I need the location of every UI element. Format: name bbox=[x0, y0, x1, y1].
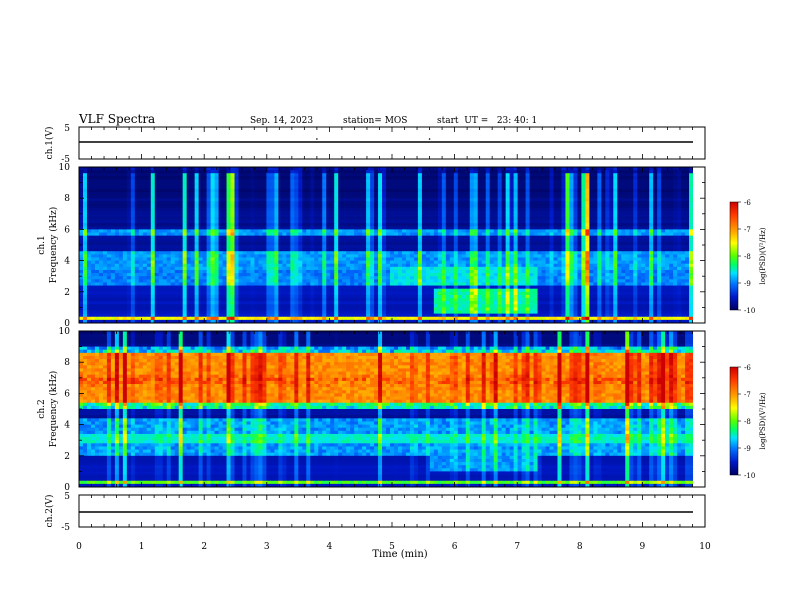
ch2-colorbar-label: log(PSD)(V²/Hz) bbox=[759, 392, 767, 449]
ch1-colorbar-label: log(PSD)(V²/Hz) bbox=[759, 227, 767, 284]
x-tick-label: 8 bbox=[577, 542, 583, 552]
x-tick-label: 1 bbox=[139, 542, 145, 552]
header-station: station= MOS bbox=[343, 116, 407, 126]
ch1-spectrogram bbox=[79, 167, 706, 324]
freq-tick-label: 6 bbox=[64, 389, 70, 399]
freq-tick-label: 4 bbox=[64, 257, 70, 267]
ch2-spec-ylabel-ch: ch.2 bbox=[37, 399, 47, 418]
colorbar-tick-label: -8 bbox=[744, 253, 751, 261]
x-tick-label: 6 bbox=[452, 542, 458, 552]
freq-tick-label: 6 bbox=[64, 225, 70, 235]
ch2-wave-ylabel: ch.2(V) bbox=[44, 495, 55, 528]
ch1-spec-ylabel-ch: ch.1 bbox=[37, 235, 47, 254]
colorbar-tick-label: -9 bbox=[744, 280, 751, 288]
ch2-wave-ytick-bottom: -5 bbox=[61, 523, 70, 533]
freq-tick-label: 10 bbox=[59, 163, 71, 173]
header-start-time: start UT = 23: 40: 1 bbox=[437, 116, 537, 126]
colorbar-tick-label: -8 bbox=[744, 418, 751, 426]
x-tick-label: 0 bbox=[76, 542, 82, 552]
colorbar-tick-label: -9 bbox=[744, 445, 751, 453]
freq-tick-label: 8 bbox=[64, 194, 70, 204]
x-tick-label: 3 bbox=[264, 542, 270, 552]
x-tick-label: 2 bbox=[201, 542, 207, 552]
freq-tick-label: 8 bbox=[64, 358, 70, 368]
freq-tick-label: 10 bbox=[59, 327, 71, 337]
ch2-waveform-panel: 5 -5 ch.2(V) bbox=[44, 492, 705, 533]
waveform-mark bbox=[429, 138, 431, 140]
ch1-waveform-panel: 5 -5 ch.1(V) bbox=[44, 124, 705, 165]
waveform-mark bbox=[316, 138, 318, 140]
ch1-colorbar: -6 -7 -8 -9 -10 log(PSD)(V²/Hz) bbox=[730, 199, 767, 315]
colorbar-tick-label: -6 bbox=[744, 364, 751, 372]
colorbar-tick-label: -7 bbox=[744, 391, 751, 399]
header-date: Sep. 14, 2023 bbox=[250, 116, 313, 126]
freq-tick-label: 4 bbox=[64, 421, 70, 431]
colorbar-tick-label: -10 bbox=[744, 307, 755, 315]
ch2-spectrogram bbox=[79, 331, 706, 488]
x-tick-label: 4 bbox=[327, 542, 333, 552]
x-tick-label: 7 bbox=[514, 542, 520, 552]
colorbar-tick-label: -10 bbox=[744, 472, 755, 480]
colorbar-tick-label: -6 bbox=[744, 199, 751, 207]
waveform-mark bbox=[197, 138, 199, 140]
vlf-figure: VLF Spectra Sep. 14, 2023 station= MOS s… bbox=[0, 0, 792, 612]
ch1-spec-ylabel: Frequency (kHz) bbox=[48, 207, 59, 284]
freq-tick-label: 2 bbox=[64, 288, 70, 298]
ch2-colorbar: -6 -7 -8 -9 -10 log(PSD)(V²/Hz) bbox=[730, 364, 767, 480]
x-axis-label: Time (min) bbox=[372, 549, 427, 560]
ch1-wave-ylabel: ch.1(V) bbox=[44, 127, 55, 160]
ch2-spec-ylabel: Frequency (kHz) bbox=[48, 371, 59, 448]
ch2-wave-ytick-top: 5 bbox=[64, 492, 70, 502]
x-tick-label: 10 bbox=[699, 542, 711, 552]
freq-tick-label: 2 bbox=[64, 452, 70, 462]
colorbar-tick-label: -7 bbox=[744, 226, 751, 234]
figure-title: VLF Spectra bbox=[78, 112, 155, 126]
x-tick-label: 9 bbox=[640, 542, 646, 552]
ch1-wave-ytick-top: 5 bbox=[64, 124, 70, 134]
